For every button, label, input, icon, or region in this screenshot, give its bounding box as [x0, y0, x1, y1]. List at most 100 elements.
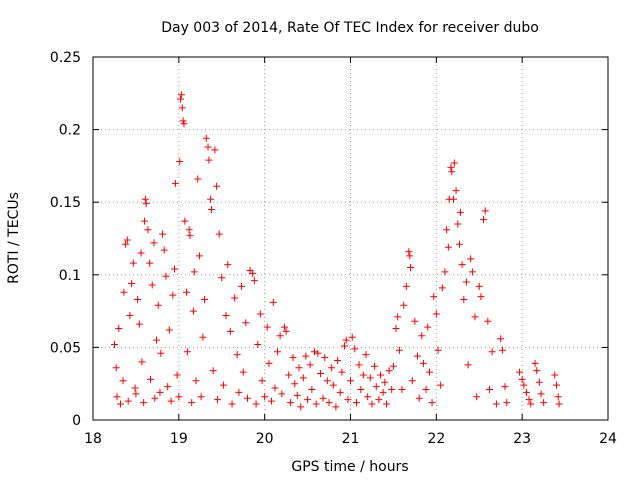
data-point	[447, 163, 455, 171]
data-point	[553, 381, 560, 389]
data-point	[462, 278, 470, 286]
data-point	[226, 327, 234, 335]
data-point	[325, 399, 333, 407]
data-point	[537, 390, 545, 398]
data-point	[123, 236, 131, 244]
data-point	[518, 375, 526, 383]
data-point	[169, 291, 177, 299]
y-tick-label: 0.15	[50, 195, 81, 211]
data-point	[228, 400, 236, 408]
data-point	[444, 243, 452, 251]
data-point	[293, 391, 301, 399]
data-point	[353, 399, 361, 407]
y-tick-label: 0.05	[50, 340, 81, 356]
data-point	[359, 371, 367, 379]
data-point	[492, 400, 500, 408]
x-tick-label: 19	[170, 431, 188, 447]
data-point	[250, 277, 258, 285]
data-point	[460, 295, 468, 303]
data-point	[291, 380, 299, 388]
data-point	[533, 367, 541, 375]
data-point	[141, 217, 148, 225]
data-point	[304, 396, 312, 404]
data-point	[407, 264, 415, 272]
data-point	[207, 195, 215, 203]
data-point	[364, 393, 372, 401]
data-point	[144, 226, 152, 234]
chart-title: Day 003 of 2014, Rate Of TEC Index for r…	[161, 20, 539, 36]
data-point	[274, 348, 282, 356]
data-point	[185, 226, 193, 234]
data-point	[456, 240, 464, 248]
data-point	[332, 403, 340, 411]
data-point	[189, 307, 197, 315]
data-point	[237, 282, 245, 290]
data-point	[554, 393, 562, 401]
data-point	[141, 195, 149, 203]
data-point	[555, 400, 563, 408]
data-point	[306, 361, 314, 369]
data-point	[540, 399, 548, 407]
data-point	[477, 293, 485, 301]
data-point	[153, 336, 161, 344]
data-point	[132, 390, 140, 398]
data-point	[400, 301, 408, 309]
data-point	[176, 158, 184, 166]
data-point	[394, 313, 402, 321]
x-tick-label: 23	[513, 431, 531, 447]
data-point	[385, 367, 393, 375]
data-point	[434, 346, 442, 354]
data-point	[319, 394, 327, 402]
data-point	[178, 104, 186, 112]
data-point	[355, 361, 363, 369]
data-point	[276, 332, 284, 340]
data-point	[239, 368, 247, 376]
data-point	[297, 403, 305, 411]
data-point	[450, 195, 457, 203]
data-point	[219, 381, 227, 389]
data-point	[231, 294, 239, 302]
x-tick-label: 24	[599, 431, 617, 447]
data-point	[271, 384, 279, 392]
data-point	[468, 268, 476, 276]
data-point	[173, 371, 181, 379]
data-point	[377, 371, 385, 379]
data-point	[120, 288, 128, 296]
data-point	[112, 364, 120, 372]
data-point	[129, 259, 137, 267]
y-tick-label: 0.2	[59, 123, 81, 139]
x-tick-label: 21	[342, 431, 360, 447]
data-point	[450, 159, 458, 167]
y-tick-label: 0.1	[59, 268, 81, 284]
data-point	[135, 320, 143, 328]
data-point	[171, 265, 179, 273]
data-point	[154, 301, 162, 309]
data-point	[244, 394, 251, 402]
data-point	[194, 175, 202, 183]
data-point	[362, 351, 370, 359]
data-point	[205, 156, 213, 164]
data-point	[475, 282, 483, 290]
data-point	[180, 120, 188, 128]
data-point	[498, 346, 506, 354]
data-point	[501, 383, 509, 391]
data-point	[535, 378, 543, 386]
data-point	[167, 397, 175, 405]
data-point	[340, 342, 348, 350]
data-point	[347, 377, 354, 385]
data-point	[336, 388, 344, 396]
data-point	[190, 268, 198, 276]
data-point	[314, 349, 322, 357]
data-point	[430, 293, 438, 301]
data-point	[522, 388, 530, 396]
data-point	[175, 393, 183, 401]
data-point	[448, 168, 456, 176]
data-point	[282, 327, 290, 335]
data-point	[395, 346, 403, 354]
data-point	[375, 396, 383, 404]
data-point	[348, 333, 356, 341]
data-point	[285, 371, 293, 379]
data-point	[224, 261, 232, 269]
data-point	[366, 374, 374, 382]
data-point	[458, 261, 466, 269]
